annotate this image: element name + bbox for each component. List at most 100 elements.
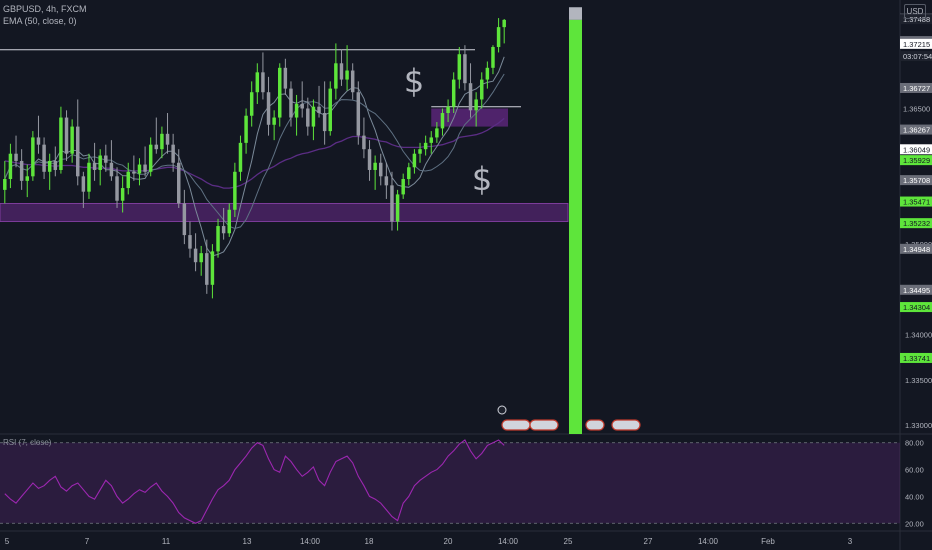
candle-body <box>283 67 288 89</box>
candle-body <box>42 144 46 172</box>
price-label-box <box>900 352 932 363</box>
price-label: 1.35471 <box>903 198 930 207</box>
candle-body <box>350 70 355 93</box>
rsi-tick-label: 60.00 <box>905 466 924 475</box>
candle-body <box>278 67 282 118</box>
price-label-box <box>900 218 932 229</box>
price-label: 1.36727 <box>903 84 930 93</box>
candle-body <box>81 176 86 192</box>
candle-body <box>384 176 389 186</box>
candle-body <box>244 115 248 143</box>
rsi-band-fill <box>0 442 900 524</box>
candle-body <box>480 79 484 100</box>
candle-body <box>423 142 428 150</box>
event-marker <box>497 405 507 415</box>
candle-body <box>306 108 310 127</box>
candle-body <box>115 176 119 201</box>
candle-body <box>255 72 260 93</box>
dollar-symbol-bottom: $ <box>472 160 492 198</box>
rsi-legend: RSI (7, close) <box>3 438 52 447</box>
x-tick-label: 25 <box>564 537 573 546</box>
candle-body <box>390 185 394 222</box>
rsi-tick-label: 80.00 <box>905 439 924 448</box>
candle-body <box>379 162 383 177</box>
price-label: 1.34495 <box>903 286 930 295</box>
candle-body <box>367 149 372 170</box>
candle-body <box>289 88 293 118</box>
candle-body <box>171 144 175 163</box>
price-label-box <box>900 124 932 135</box>
price-label-box <box>900 243 932 254</box>
candle-body <box>407 167 411 180</box>
candle-body <box>266 92 271 125</box>
candle-body <box>154 144 159 150</box>
dollar-symbol-top: $ <box>404 62 424 100</box>
candle-body <box>412 153 417 168</box>
green-bar <box>569 19 582 435</box>
candle-body <box>3 179 7 190</box>
candle-body <box>322 113 327 132</box>
currency-badge[interactable]: USD <box>904 4 926 19</box>
candle-body <box>143 164 147 172</box>
candle-body <box>440 113 445 129</box>
candle-body <box>188 235 192 249</box>
price-label: 1.35232 <box>903 219 930 228</box>
y-tick-label: 1.33500 <box>905 376 932 385</box>
candle-body <box>334 63 338 89</box>
price-label-box <box>900 144 932 155</box>
candle-body <box>104 155 108 163</box>
candle-body <box>238 142 243 172</box>
candle-body <box>261 72 265 93</box>
x-tick-label: 14:00 <box>498 537 519 546</box>
x-tick-label: 20 <box>444 537 453 546</box>
candle-body <box>64 117 69 154</box>
candle-body <box>468 83 473 111</box>
candle-body <box>496 27 501 48</box>
price-label: 1.37215 <box>903 40 930 49</box>
price-label-box <box>900 196 932 207</box>
candle-body <box>300 103 304 109</box>
candle-body <box>249 92 254 116</box>
candle-body <box>221 226 226 234</box>
event-marker <box>529 419 559 431</box>
price-label-box <box>900 175 932 186</box>
event-marker <box>501 419 531 431</box>
x-tick-label: 3 <box>848 537 853 546</box>
candle-body <box>126 171 130 189</box>
candle-body <box>148 144 153 172</box>
candle-body <box>182 203 187 236</box>
price-label: 03:07:54 <box>903 52 932 61</box>
price-label: 1.34948 <box>903 245 930 254</box>
candle-body <box>272 117 276 125</box>
support-zone <box>0 203 569 222</box>
x-tick-label: 14:00 <box>300 537 321 546</box>
price-label-box <box>900 82 932 93</box>
candle-body <box>193 248 198 263</box>
candle-body <box>14 153 18 161</box>
rsi-tick-label: 40.00 <box>905 492 924 501</box>
candle-body <box>502 19 506 28</box>
candle-body <box>120 188 125 201</box>
candle-body <box>491 47 495 68</box>
candle-body <box>317 106 321 114</box>
symbol-legend: GBPUSD, 4h, FXCM <box>3 4 87 14</box>
candle-body <box>19 160 24 181</box>
candle-body <box>165 133 170 145</box>
candle-body <box>463 54 467 84</box>
price-label-box <box>900 155 932 166</box>
price-label-box <box>900 302 932 313</box>
candle-body <box>451 79 456 107</box>
candle-body <box>418 149 422 154</box>
candle-body <box>76 126 80 177</box>
rsi-tick-label: 20.00 <box>905 519 924 528</box>
candle-body <box>485 67 490 80</box>
event-marker <box>585 419 605 431</box>
x-tick-label: Feb <box>761 537 775 546</box>
x-tick-label: 13 <box>243 537 252 546</box>
candle-body <box>294 103 299 118</box>
candle-body <box>132 171 136 174</box>
price-label: 1.36267 <box>903 126 930 135</box>
green-bar-cap <box>569 7 582 20</box>
candle-body <box>109 162 114 177</box>
